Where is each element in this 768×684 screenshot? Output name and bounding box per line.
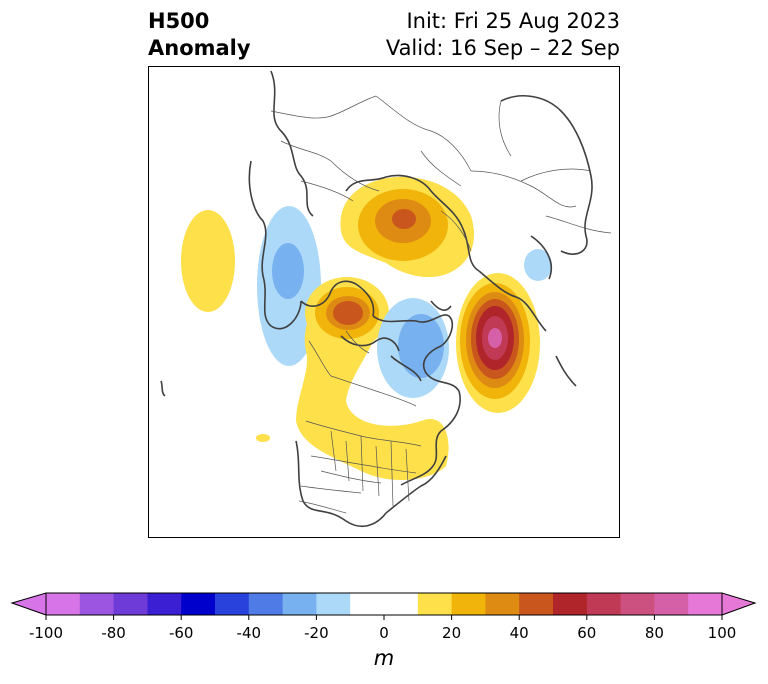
colorbar-cell <box>316 593 351 615</box>
colorbar-tick-label: -80 <box>101 624 126 642</box>
colorbar-unit: m <box>373 646 395 670</box>
colorbar-tick-label: -40 <box>236 624 262 642</box>
colorbar-ticks <box>45 615 723 620</box>
colorbar-cell <box>451 593 486 615</box>
colorbar-cell <box>417 593 453 615</box>
anomaly-map <box>148 66 620 538</box>
colorbar-tick-label: 20 <box>442 624 462 642</box>
colorbar-cell <box>113 593 148 615</box>
colorbar-tick-label: 80 <box>644 624 664 642</box>
colorbar-cell <box>485 593 520 615</box>
colorbar <box>10 592 757 620</box>
plot-title: H500 Anomaly <box>148 8 251 62</box>
colorbar-cell <box>519 593 554 615</box>
colorbar-right-arrow <box>721 592 757 616</box>
colorbar-cells <box>46 593 723 615</box>
colorbar-tick-label: 60 <box>577 624 597 642</box>
title-line-1: H500 <box>148 9 210 33</box>
colorbar-cell <box>553 593 588 615</box>
colorbar-tick-label: -100 <box>28 624 64 642</box>
colorbar-cell <box>688 593 723 615</box>
colorbar-cell <box>384 593 419 615</box>
title-line-2: Anomaly <box>148 36 251 60</box>
coastlines <box>160 70 593 528</box>
colorbar-tick-label: 40 <box>509 624 529 642</box>
country-borders <box>270 95 612 514</box>
plot-dates: Init: Fri 25 Aug 2023 Valid: 16 Sep – 22… <box>386 8 620 62</box>
colorbar-cell <box>181 593 216 615</box>
colorbar-cell <box>620 593 655 615</box>
colorbar-cell <box>282 593 317 615</box>
colorbar-cell <box>46 593 81 615</box>
colorbar-tick-label: 100 <box>707 624 737 642</box>
anomaly-field <box>181 176 552 481</box>
colorbar-cell <box>248 593 284 615</box>
colorbar-tick-label: -60 <box>168 624 194 642</box>
colorbar-cell <box>147 593 182 615</box>
colorbar-tick-label: -20 <box>304 624 329 642</box>
colorbar-cell <box>654 593 689 615</box>
colorbar-tick-label: 0 <box>379 624 389 642</box>
init-date: Init: Fri 25 Aug 2023 <box>406 9 620 33</box>
valid-range: Valid: 16 Sep – 22 Sep <box>385 36 620 60</box>
colorbar-left-arrow <box>10 592 47 616</box>
colorbar-cell <box>586 593 622 615</box>
colorbar-cell <box>350 593 385 615</box>
colorbar-cell <box>79 593 115 615</box>
colorbar-cell <box>215 593 250 615</box>
